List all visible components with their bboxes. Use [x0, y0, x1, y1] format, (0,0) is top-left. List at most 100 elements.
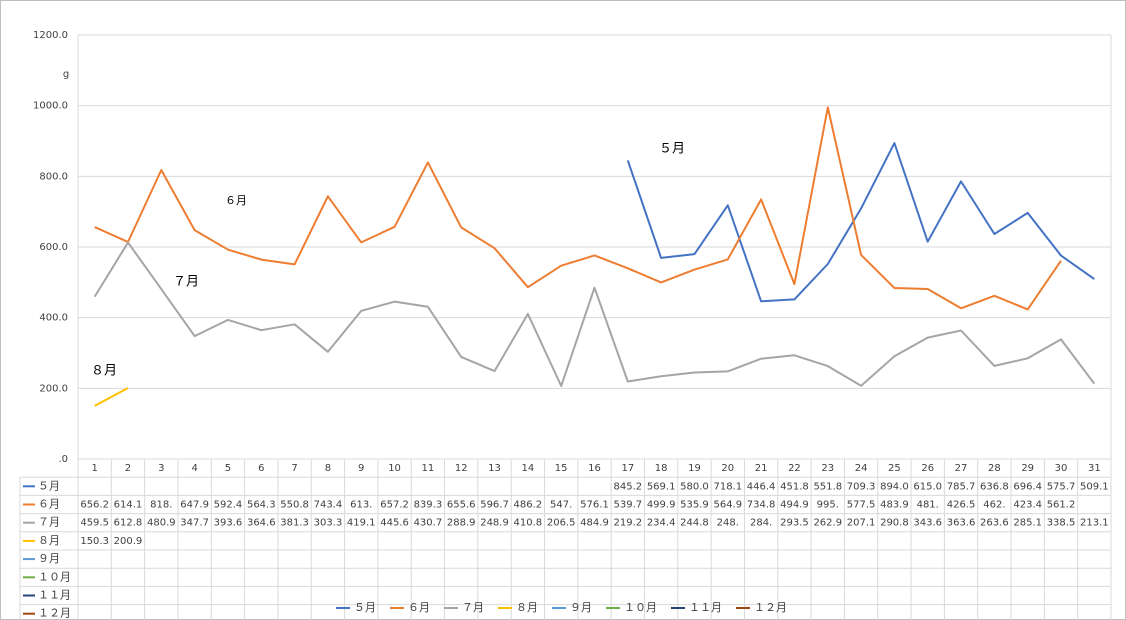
table-value: 393.6: [214, 518, 243, 529]
x-tick-label: 7: [291, 463, 297, 474]
table-value: 290.8: [880, 518, 909, 529]
table-value: 995.: [817, 500, 839, 511]
x-tick-label: 10: [388, 463, 401, 474]
series-line: [94, 387, 129, 407]
x-tick-label: 2: [125, 463, 131, 474]
table-value: 499.9: [647, 500, 676, 511]
y-tick-label: 1000.0: [33, 101, 68, 112]
table-value: 293.5: [780, 518, 809, 529]
x-tick-label: 12: [455, 463, 468, 474]
table-value: 284.: [750, 518, 772, 529]
table-value: 207.1: [847, 518, 876, 529]
annotation: ７月: [173, 275, 199, 290]
table-value: 248.9: [480, 518, 509, 529]
table-value: 612.8: [114, 518, 143, 529]
x-tick-label: 13: [488, 463, 501, 474]
table-value: 263.6: [980, 518, 1009, 529]
table-value: 839.3: [414, 500, 443, 511]
table-value: 551.8: [813, 481, 842, 492]
table-value: 613.: [350, 500, 372, 511]
x-tick-label: 1: [91, 463, 97, 474]
table-value: 576.1: [580, 500, 609, 511]
legend-label: １１月: [689, 601, 722, 614]
table-value: 547.: [550, 500, 572, 511]
table-value: 303.3: [314, 518, 343, 529]
table-value: 535.9: [680, 500, 709, 511]
legend-label: １０月: [624, 601, 657, 614]
table-value: 656.2: [80, 500, 109, 511]
annotation: ５月: [659, 142, 685, 157]
table-value: 150.3: [80, 536, 109, 547]
y-tick-label: .0: [58, 454, 68, 465]
x-tick-label: 6: [258, 463, 264, 474]
table-value: 206.5: [547, 518, 576, 529]
table-value: 734.8: [747, 500, 776, 511]
table-value: 564.3: [247, 500, 276, 511]
series-line: [626, 142, 1095, 303]
x-tick-label: 4: [191, 463, 197, 474]
table-value: 550.8: [280, 500, 309, 511]
table-value: 509.1: [1080, 481, 1109, 492]
table-value: 577.5: [847, 500, 876, 511]
table-value: 486.2: [514, 500, 543, 511]
table-value: 580.0: [680, 481, 709, 492]
table-value: 426.5: [947, 500, 976, 511]
y-axis-label: g: [63, 69, 69, 80]
table-value: 213.1: [1080, 518, 1109, 529]
x-tick-label: 27: [955, 463, 968, 474]
table-value: 818.: [150, 500, 172, 511]
legend-label: １１月: [38, 589, 71, 602]
legend-label: １０月: [38, 570, 71, 583]
x-tick-label: 20: [721, 463, 734, 474]
x-tick-label: 28: [988, 463, 1001, 474]
x-tick-label: 9: [358, 463, 364, 474]
table-value: 696.4: [1013, 481, 1042, 492]
annotation: ８月: [91, 364, 117, 379]
table-value: 347.7: [180, 518, 209, 529]
legend-label: ６月: [408, 601, 430, 614]
table-value: 200.9: [114, 536, 143, 547]
table-value: 615.0: [913, 481, 942, 492]
table-value: 363.6: [947, 518, 976, 529]
table-value: 785.7: [947, 481, 976, 492]
y-tick-label: 1200.0: [33, 30, 68, 41]
table-value: 419.1: [347, 518, 376, 529]
x-tick-label: 3: [158, 463, 164, 474]
x-tick-label: 25: [888, 463, 901, 474]
x-tick-label: 30: [1055, 463, 1068, 474]
table-value: 592.4: [214, 500, 243, 511]
table-value: 709.3: [847, 481, 876, 492]
y-tick-label: 800.0: [39, 171, 68, 182]
table-value: 614.1: [114, 500, 143, 511]
y-tick-label: 400.0: [39, 313, 68, 324]
table-value: 248.: [717, 518, 739, 529]
table-value: 845.2: [614, 481, 643, 492]
table-value: 234.4: [647, 518, 676, 529]
table-value: 338.5: [1047, 518, 1076, 529]
series-line: [93, 241, 1096, 387]
table-value: 410.8: [514, 518, 543, 529]
table-value: 575.7: [1047, 481, 1076, 492]
table-value: 244.8: [680, 518, 709, 529]
x-tick-label: 23: [821, 463, 834, 474]
x-tick-label: 16: [588, 463, 601, 474]
table-value: 219.2: [614, 518, 643, 529]
table-value: 480.9: [147, 518, 176, 529]
table-value: 569.1: [647, 481, 676, 492]
table-value: 288.9: [447, 518, 476, 529]
legend-label: ９月: [38, 552, 60, 565]
table-value: 564.9: [713, 500, 742, 511]
table-value: 381.3: [280, 518, 309, 529]
x-tick-label: 5: [225, 463, 231, 474]
table-value: 718.1: [713, 481, 742, 492]
x-tick-label: 22: [788, 463, 801, 474]
legend-label: ５月: [38, 479, 60, 492]
table-value: 657.2: [380, 500, 409, 511]
x-tick-label: 18: [655, 463, 668, 474]
legend-label: １２月: [754, 601, 787, 614]
y-tick-label: 200.0: [39, 383, 68, 394]
table-value: 743.4: [314, 500, 343, 511]
table-value: 647.9: [180, 500, 209, 511]
series-line: [94, 106, 1062, 311]
